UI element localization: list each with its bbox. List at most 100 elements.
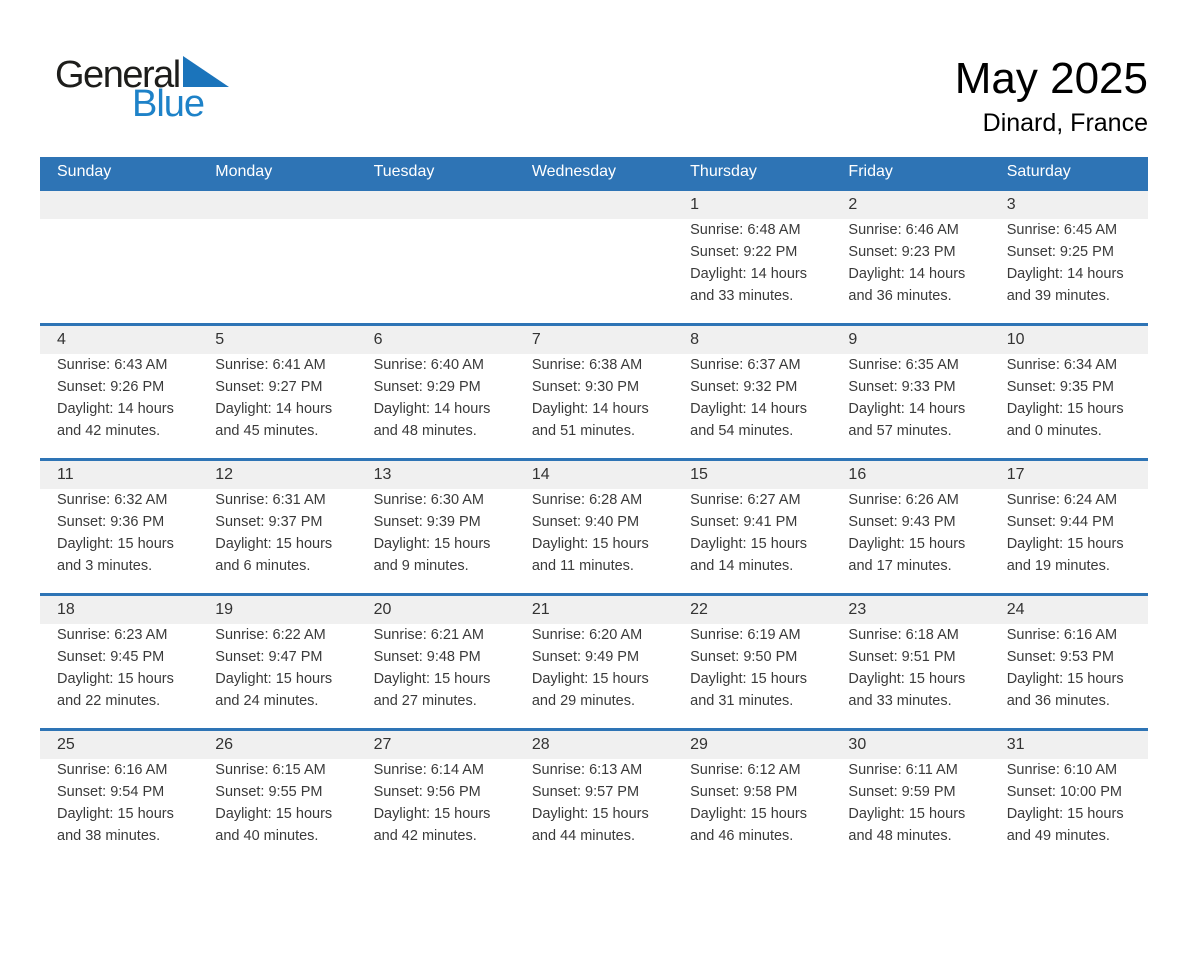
day-cell: 23 Sunrise: 6:18 AM Sunset: 9:51 PM Dayligh…	[831, 596, 990, 728]
sunset-line: Sunset: 9:41 PM	[690, 514, 798, 530]
day-number: 3	[1006, 196, 1016, 213]
sunset-line: Sunset: 9:26 PM	[57, 379, 165, 395]
sunrise-line: Sunrise: 6:34 AM	[1006, 357, 1118, 373]
sunrise-line: Sunrise: 6:15 AM	[215, 762, 326, 778]
day-number-band: 30	[831, 731, 990, 759]
daylight-line-2: and 46 minutes.	[690, 828, 794, 844]
daylight-line-2: and 48 minutes.	[848, 828, 952, 844]
daylight-line-2: and 11 minutes.	[531, 558, 634, 574]
day-number: 27	[373, 736, 392, 753]
day-number: 26	[215, 736, 234, 753]
daylight-line-2: and 42 minutes.	[57, 423, 161, 439]
sunrise-line: Sunrise: 6:46 AM	[848, 222, 959, 238]
daylight-line-2: and 40 minutes.	[215, 828, 319, 844]
sunset-line: Sunset: 9:39 PM	[373, 514, 481, 530]
sunrise-line: Sunrise: 6:45 AM	[1006, 222, 1118, 238]
daylight-line-2: and 17 minutes.	[848, 558, 952, 574]
daylight-line-2: and 38 minutes.	[57, 828, 161, 844]
sunset-line: Sunset: 9:57 PM	[531, 784, 640, 800]
day-cell: 6 Sunrise: 6:40 AM Sunset: 9:29 PM Daylight…	[356, 326, 515, 458]
day-cell: 25 Sunrise: 6:16 AM Sunset: 9:54 PM Dayligh…	[40, 731, 199, 863]
sunset-line: Sunset: 9:45 PM	[57, 649, 165, 665]
day-cell: 18 Sunrise: 6:23 AM Sunset: 9:45 PM Dayligh…	[40, 596, 199, 728]
daylight-line-1: Daylight: 15 hours	[57, 806, 174, 822]
day-number: 13	[373, 466, 392, 483]
day-cell: 22 Sunrise: 6:19 AM Sunset: 9:50 PM Dayligh…	[673, 596, 832, 728]
daylight-line-2: and 3 minutes.	[57, 558, 153, 574]
sunrise-line: Sunrise: 6:40 AM	[373, 357, 484, 373]
daylight-line-2: and 29 minutes.	[531, 693, 636, 709]
empty-day-cell	[40, 191, 199, 323]
daylight-line-2: and 44 minutes.	[531, 828, 636, 844]
daylight-line-1: Daylight: 15 hours	[1006, 806, 1124, 822]
sunset-line: Sunset: 9:36 PM	[57, 514, 165, 530]
sunrise-line: Sunrise: 6:35 AM	[848, 357, 959, 373]
day-number: 9	[848, 331, 858, 348]
day-number-band: 9	[831, 326, 990, 354]
day-number: 5	[215, 331, 225, 348]
sunrise-line: Sunrise: 6:16 AM	[57, 762, 168, 778]
sunrise-line: Sunrise: 6:13 AM	[531, 762, 643, 778]
daylight-line-2: and 39 minutes.	[1006, 288, 1110, 304]
logo-top-row: General	[55, 56, 229, 94]
sunrise-line: Sunrise: 6:14 AM	[373, 762, 484, 778]
day-number-band	[514, 191, 674, 219]
day-number-band: 22	[673, 596, 832, 624]
day-number-band: 12	[198, 461, 357, 489]
daylight-line-1: Daylight: 15 hours	[373, 806, 491, 822]
sunset-line: Sunset: 9:37 PM	[215, 514, 323, 530]
sunset-line: Sunset: 9:54 PM	[57, 784, 165, 800]
weekday-header-row: Sunday Monday Tuesday Wednesday Thursday…	[40, 157, 1148, 188]
empty-day-cell	[198, 191, 357, 323]
daylight-line-1: Daylight: 14 hours	[690, 401, 808, 417]
day-cell: 26 Sunrise: 6:15 AM Sunset: 9:55 PM Dayligh…	[198, 731, 357, 863]
day-cell: 13 Sunrise: 6:30 AM Sunset: 9:39 PM Dayligh…	[356, 461, 515, 593]
day-number-band: 11	[40, 461, 199, 489]
sunset-line: Sunset: 9:51 PM	[848, 649, 956, 665]
day-number-band	[40, 191, 199, 219]
daylight-line-1: Daylight: 15 hours	[57, 671, 174, 687]
day-number-band: 6	[356, 326, 515, 354]
day-cell: 7 Sunrise: 6:38 AM Sunset: 9:30 PM Daylight…	[514, 326, 674, 458]
sunrise-line: Sunrise: 6:23 AM	[57, 627, 168, 643]
day-number: 6	[373, 331, 383, 348]
day-number: 17	[1006, 466, 1025, 483]
day-cell: 17 Sunrise: 6:24 AM Sunset: 9:44 PM Dayligh…	[989, 461, 1148, 593]
empty-day-cell	[514, 191, 674, 323]
week-row: 18 Sunrise: 6:23 AM Sunset: 9:45 PM Dayligh…	[40, 593, 1148, 728]
day-cell: 3 Sunrise: 6:45 AM Sunset: 9:25 PM Daylight…	[989, 191, 1148, 323]
day-cell: 27 Sunrise: 6:14 AM Sunset: 9:56 PM Dayligh…	[356, 731, 515, 863]
daylight-line-2: and 33 minutes.	[690, 288, 794, 304]
day-number: 15	[690, 466, 708, 483]
day-number-band: 26	[198, 731, 357, 759]
day-number-band: 20	[356, 596, 515, 624]
day-cell: 4 Sunrise: 6:43 AM Sunset: 9:26 PM Daylight…	[40, 326, 199, 458]
daylight-line-2: and 45 minutes.	[215, 423, 319, 439]
general-blue-logo: General Blue	[55, 56, 229, 123]
day-number-band	[356, 191, 515, 219]
sunset-line: Sunset: 9:43 PM	[848, 514, 956, 530]
day-number: 14	[531, 466, 550, 483]
daylight-line-1: Daylight: 15 hours	[215, 536, 333, 552]
day-cell: 31 Sunrise: 6:10 AM Sunset: 10:00 PM Daylig…	[989, 731, 1148, 863]
day-cell: 1 Sunrise: 6:48 AM Sunset: 9:22 PM Daylight…	[673, 191, 832, 323]
day-cell: 24 Sunrise: 6:16 AM Sunset: 9:53 PM Dayligh…	[989, 596, 1148, 728]
day-cell: 5 Sunrise: 6:41 AM Sunset: 9:27 PM Daylight…	[198, 326, 357, 458]
day-number: 7	[531, 331, 541, 348]
day-number: 8	[690, 331, 700, 348]
sunset-line: Sunset: 9:27 PM	[215, 379, 323, 395]
daylight-line-1: Daylight: 14 hours	[531, 401, 649, 417]
day-number-band: 8	[673, 326, 832, 354]
sunset-line: Sunset: 9:25 PM	[1006, 244, 1114, 260]
weekday-header-monday: Monday	[215, 163, 273, 180]
day-number-band: 28	[514, 731, 674, 759]
sunrise-line: Sunrise: 6:28 AM	[531, 492, 643, 508]
daylight-line-1: Daylight: 15 hours	[531, 806, 649, 822]
daylight-line-2: and 22 minutes.	[57, 693, 161, 709]
day-number-band: 18	[40, 596, 199, 624]
sunset-line: Sunset: 9:49 PM	[531, 649, 640, 665]
daylight-line-1: Daylight: 15 hours	[373, 536, 491, 552]
daylight-line-1: Daylight: 15 hours	[848, 536, 966, 552]
day-cell: 21 Sunrise: 6:20 AM Sunset: 9:49 PM Dayligh…	[514, 596, 674, 728]
day-number: 20	[373, 601, 392, 618]
